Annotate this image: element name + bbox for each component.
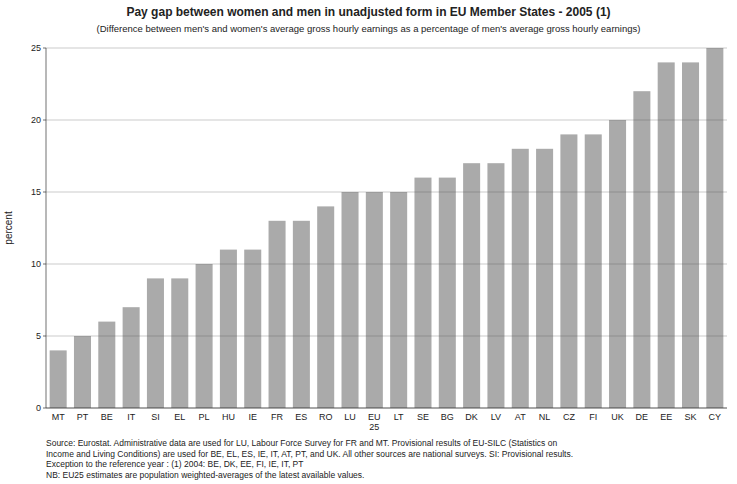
bar	[439, 178, 456, 408]
x-tick-label: LV	[491, 412, 501, 422]
bar	[585, 134, 602, 408]
bar	[171, 278, 188, 408]
chart-svg: Pay gap between women and men in unadjus…	[0, 0, 737, 484]
bar	[512, 149, 529, 408]
x-tick-label: NL	[539, 412, 551, 422]
grid-line	[46, 408, 727, 409]
y-tick	[43, 336, 46, 337]
background	[0, 0, 737, 484]
grid-line	[46, 336, 727, 337]
y-axis: 0 5 10 15 20 25	[31, 43, 727, 413]
grid-line	[46, 48, 727, 49]
source-note: Source: Eurostat. Administrative data ar…	[46, 438, 573, 480]
bars	[50, 48, 724, 408]
x-tick-label: PT	[77, 412, 89, 422]
x-tick-label: ES	[295, 412, 307, 422]
x-tick-label: IT	[127, 412, 136, 422]
x-tick-label: LT	[394, 412, 404, 422]
bar	[366, 192, 383, 408]
x-axis-line	[46, 408, 727, 409]
bar	[342, 192, 359, 408]
y-tick	[43, 48, 46, 49]
y-tick	[43, 408, 46, 409]
title: Pay gap between women and men in unadjus…	[126, 5, 610, 19]
bar	[487, 163, 504, 408]
x-tick-label: DK	[465, 412, 478, 422]
x-tick-label: MT	[52, 412, 65, 422]
bar	[74, 336, 91, 408]
chart-container: Pay gap between women and men in unadjus…	[0, 0, 737, 484]
y-axis-label: percent	[3, 211, 14, 245]
x-tick-label: EE	[660, 412, 672, 422]
x-tick-label: SI	[151, 412, 160, 422]
x-tick-label: UK	[611, 412, 624, 422]
bar	[463, 163, 480, 408]
bar	[293, 221, 310, 408]
y-tick	[43, 264, 46, 265]
x-tick-label: FI	[589, 412, 597, 422]
bar	[244, 250, 261, 408]
x-tick-label: SK	[685, 412, 697, 422]
grid-line	[46, 264, 727, 265]
bar	[317, 206, 334, 408]
x-tick-label: RO	[319, 412, 333, 422]
y-tick-label: 0	[36, 403, 41, 413]
y-tick	[43, 192, 46, 193]
bar	[682, 62, 699, 408]
bar	[414, 178, 431, 408]
y-tick-label: 15	[31, 187, 41, 197]
x-tick-label: BE	[101, 412, 113, 422]
bar	[220, 250, 237, 408]
bar	[560, 134, 577, 408]
bar	[633, 91, 650, 408]
bar	[536, 149, 553, 408]
y-tick-label: 25	[31, 43, 41, 53]
x-tick-label: FR	[271, 412, 283, 422]
x-tick-label: SE	[417, 412, 429, 422]
y-tick-label: 10	[31, 259, 41, 269]
bar	[123, 307, 140, 408]
y-tick-label: 5	[36, 331, 41, 341]
bar	[147, 278, 164, 408]
x-tick-label: EU25	[368, 412, 381, 432]
x-tick-label: LU	[344, 412, 356, 422]
bar	[390, 192, 407, 408]
x-tick-label: HU	[222, 412, 235, 422]
subtitle: (Difference between men's and women's av…	[97, 23, 641, 34]
x-tick-label: IE	[248, 412, 257, 422]
x-tick-label: EL	[174, 412, 185, 422]
y-axis-line	[46, 48, 47, 408]
bar	[706, 48, 723, 408]
x-tick-label: DE	[636, 412, 649, 422]
x-axis: MT PT BE IT SI EL PL HU IE FR ES RO LU EU25 LT SE BG DK LV…	[52, 412, 721, 432]
bar	[269, 221, 286, 408]
x-tick-label: CZ	[563, 412, 575, 422]
y-tick-label: 20	[31, 115, 41, 125]
bar	[50, 350, 67, 408]
grid-line	[46, 120, 727, 121]
x-tick-label: PL	[199, 412, 210, 422]
bar	[98, 322, 115, 408]
x-tick-label: CY	[709, 412, 722, 422]
x-tick-label: AT	[515, 412, 526, 422]
x-tick-label: BG	[441, 412, 454, 422]
bar	[658, 62, 675, 408]
grid-line	[46, 192, 727, 193]
y-tick	[43, 120, 46, 121]
